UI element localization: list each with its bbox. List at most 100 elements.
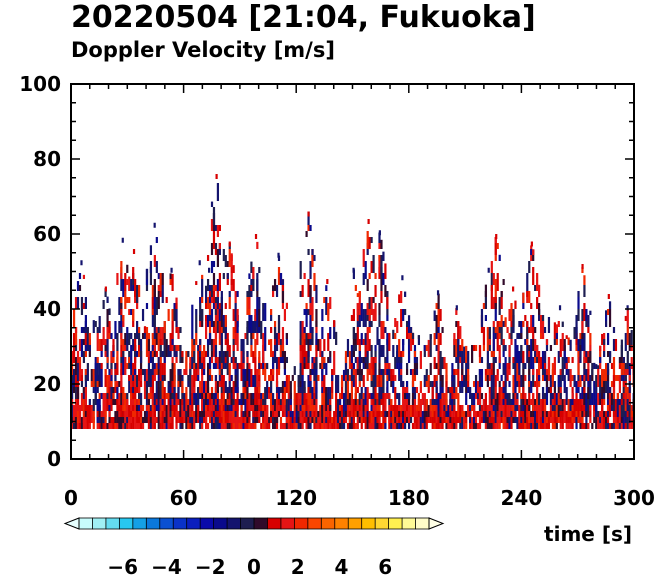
velocity-cell <box>409 339 413 351</box>
velocity-cell <box>532 249 535 261</box>
velocity-cell <box>82 303 86 309</box>
velocity-cell <box>433 375 436 387</box>
velocity-cell <box>545 387 549 405</box>
velocity-cell <box>610 381 614 387</box>
velocity-cell <box>122 315 125 321</box>
velocity-cell <box>524 363 527 369</box>
velocity-cell <box>145 387 149 399</box>
velocity-cell <box>480 357 484 363</box>
velocity-cell <box>614 399 618 417</box>
velocity-cell <box>303 387 306 405</box>
velocity-cell <box>232 279 235 291</box>
velocity-cell <box>374 351 377 357</box>
velocity-cell <box>622 411 625 429</box>
velocity-cell <box>605 321 608 327</box>
velocity-cell <box>137 369 141 381</box>
velocity-cell <box>220 315 223 327</box>
velocity-cell <box>149 261 153 273</box>
velocity-cell <box>526 291 529 297</box>
velocity-cell <box>281 279 285 291</box>
velocity-cell <box>218 357 221 363</box>
velocity-cell <box>620 363 623 375</box>
velocity-cell <box>482 345 486 351</box>
velocity-cell <box>439 387 442 399</box>
velocity-cell <box>583 381 586 387</box>
velocity-cell <box>386 291 389 309</box>
velocity-cell <box>433 333 436 345</box>
velocity-cell <box>518 405 521 417</box>
velocity-cell <box>358 309 361 327</box>
velocity-cell <box>301 423 304 429</box>
velocity-cell <box>565 363 568 369</box>
velocity-cell <box>301 351 304 369</box>
velocity-cell <box>585 393 588 411</box>
velocity-cell <box>524 399 527 417</box>
velocity-cell <box>311 363 314 369</box>
velocity-cell <box>210 387 214 393</box>
velocity-cell <box>427 375 430 387</box>
velocity-cell <box>122 279 125 297</box>
velocity-cell <box>82 327 86 333</box>
velocity-cell <box>175 417 178 423</box>
velocity-cell <box>484 375 488 381</box>
velocity-cell <box>118 411 121 417</box>
velocity-cell <box>437 411 440 417</box>
velocity-cell <box>386 291 389 297</box>
velocity-cell <box>153 393 156 405</box>
velocity-cell <box>508 345 511 357</box>
velocity-cell <box>352 417 355 423</box>
velocity-cell <box>524 393 527 399</box>
velocity-cell <box>482 303 486 309</box>
velocity-cell <box>362 249 365 267</box>
velocity-cell <box>230 393 233 399</box>
velocity-cell <box>577 291 580 297</box>
velocity-cell <box>234 411 237 417</box>
velocity-cell <box>317 417 320 423</box>
velocity-cell <box>159 339 162 345</box>
velocity-cell <box>216 225 220 237</box>
velocity-cell <box>270 339 273 357</box>
velocity-cell <box>228 249 231 267</box>
velocity-cell <box>606 423 610 429</box>
velocity-cell <box>577 399 580 417</box>
velocity-cell <box>137 333 141 345</box>
velocity-cell <box>277 255 281 261</box>
velocity-cell <box>538 423 541 429</box>
velocity-cell <box>482 327 486 345</box>
velocity-cell <box>134 333 137 351</box>
velocity-cell <box>212 285 216 303</box>
velocity-cell <box>471 405 474 411</box>
velocity-cell <box>232 387 235 399</box>
velocity-cell <box>224 303 227 309</box>
velocity-cell <box>305 309 308 327</box>
velocity-cell <box>177 399 180 405</box>
velocity-cell <box>157 375 160 381</box>
velocity-cell <box>603 369 606 381</box>
velocity-cell <box>400 291 403 303</box>
velocity-cell <box>126 279 129 285</box>
velocity-cell <box>279 423 283 429</box>
velocity-cell <box>204 417 208 423</box>
velocity-cell <box>374 303 377 321</box>
velocity-cell <box>271 351 275 357</box>
velocity-cell <box>630 357 633 369</box>
velocity-cell <box>128 375 131 381</box>
velocity-cell <box>447 387 450 393</box>
velocity-cell <box>108 327 111 333</box>
velocity-cell <box>145 405 149 411</box>
velocity-cell <box>559 411 562 417</box>
velocity-cell <box>118 423 121 429</box>
velocity-cell <box>147 375 151 387</box>
colorbar-tick-label: −2 <box>195 555 226 577</box>
velocity-cell <box>74 417 78 423</box>
velocity-cell <box>522 292 525 303</box>
velocity-cell <box>313 357 316 363</box>
velocity-cell <box>130 309 133 315</box>
velocity-cell <box>224 255 227 267</box>
velocity-cell <box>358 303 361 315</box>
velocity-cell <box>281 327 285 345</box>
velocity-cell <box>471 417 474 423</box>
velocity-cell <box>134 369 137 387</box>
velocity-cell <box>350 363 354 381</box>
velocity-cell <box>616 393 620 411</box>
